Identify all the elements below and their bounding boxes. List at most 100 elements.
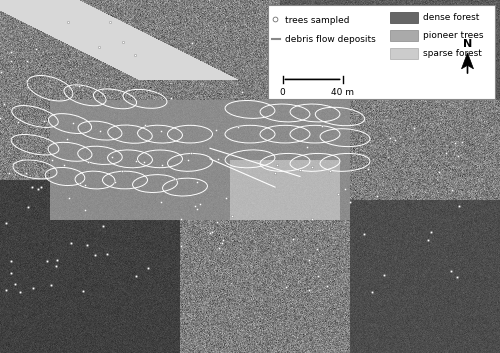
Point [119, 39, 127, 45]
Point [52, 263, 60, 269]
Point [53, 257, 61, 263]
Point [222, 196, 230, 201]
Point [454, 153, 462, 159]
Point [66, 195, 74, 201]
Bar [390, 48, 417, 59]
Point [84, 242, 92, 248]
Point [177, 216, 185, 222]
Point [206, 230, 214, 235]
Bar [390, 12, 417, 23]
Point [322, 283, 330, 288]
Point [76, 180, 84, 185]
Point [228, 213, 235, 219]
Point [82, 208, 90, 213]
Point [140, 122, 148, 127]
Point [220, 237, 228, 243]
Point [346, 199, 354, 204]
Point [47, 282, 55, 287]
Point [308, 164, 316, 170]
Point [96, 128, 104, 133]
Point [8, 58, 16, 64]
Point [106, 19, 114, 25]
Point [305, 257, 313, 263]
Point [424, 238, 432, 243]
Point [158, 162, 166, 167]
Point [193, 206, 201, 212]
Text: 0: 0 [280, 88, 285, 97]
Point [193, 179, 201, 185]
Point [391, 137, 399, 143]
Point [2, 287, 10, 293]
Point [166, 95, 174, 101]
Point [447, 269, 455, 274]
Point [290, 236, 298, 241]
Point [176, 243, 184, 249]
Point [70, 121, 78, 126]
Point [29, 285, 37, 291]
Point [192, 203, 200, 208]
Point [34, 186, 42, 191]
Point [187, 150, 195, 156]
Point [270, 170, 278, 176]
Point [40, 118, 48, 124]
Point [60, 163, 68, 168]
Point [36, 184, 44, 190]
Point [436, 169, 444, 175]
Point [341, 186, 349, 192]
Point [158, 128, 166, 134]
Point [24, 84, 32, 90]
Point [282, 284, 290, 289]
Point [80, 182, 88, 187]
Point [108, 155, 116, 160]
Point [112, 179, 120, 185]
Point [144, 265, 152, 271]
Point [64, 19, 72, 25]
Point [92, 252, 100, 258]
Point [360, 231, 368, 237]
Point [24, 204, 32, 209]
Point [458, 139, 466, 144]
Point [308, 216, 316, 222]
Point [80, 288, 88, 294]
Point [238, 89, 246, 95]
Point [48, 157, 56, 162]
Point [132, 273, 140, 279]
Point [130, 52, 138, 58]
Point [208, 229, 216, 234]
Point [456, 203, 464, 209]
Point [448, 187, 456, 193]
Point [157, 199, 165, 205]
Point [326, 169, 334, 174]
FancyBboxPatch shape [268, 5, 495, 99]
Point [0, 115, 4, 121]
Point [380, 272, 388, 278]
Point [451, 140, 459, 146]
Text: dense forest: dense forest [422, 13, 479, 22]
Point [75, 83, 83, 89]
Point [364, 166, 372, 172]
Point [63, 136, 71, 142]
Point [334, 191, 342, 197]
Point [442, 150, 450, 156]
Point [318, 123, 326, 129]
Point [132, 158, 140, 163]
Text: pioneer trees: pioneer trees [422, 31, 483, 40]
Point [7, 270, 15, 276]
Bar [390, 30, 417, 41]
Point [8, 49, 16, 55]
Point [28, 185, 36, 190]
Point [43, 258, 51, 264]
Point [2, 220, 10, 226]
Point [6, 258, 14, 264]
Point [214, 246, 222, 251]
Point [11, 281, 19, 287]
Point [172, 176, 180, 182]
Point [140, 159, 148, 165]
Text: sparse forest: sparse forest [422, 49, 482, 58]
Point [23, 58, 31, 64]
Point [67, 240, 75, 246]
Point [98, 223, 106, 229]
Point [234, 124, 242, 130]
Point [16, 289, 24, 295]
Point [212, 127, 220, 133]
